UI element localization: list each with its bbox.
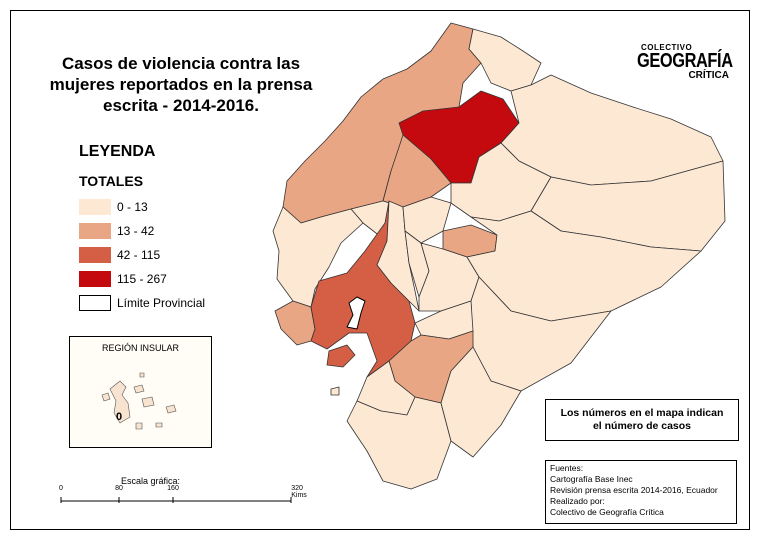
- legend-title: LEYENDA: [79, 143, 156, 160]
- title-line-2: mujeres reportados en la prensa: [49, 75, 313, 94]
- logo-line-3: CRÍTICA: [688, 70, 729, 81]
- province-carchi[interactable]: [468, 28, 542, 92]
- logo-line-2: GEOGRAFÍA: [637, 50, 733, 72]
- island-santiago: [133, 384, 145, 394]
- island-isabela: [109, 380, 131, 424]
- island-san-cristobal: [165, 404, 177, 414]
- island-marchena: [139, 372, 145, 378]
- map-note: Los números en el mapa indican el número…: [545, 399, 739, 441]
- province-zamora-chinchipe[interactable]: [440, 346, 522, 458]
- scale-tick-label: 320 Kims: [291, 485, 307, 499]
- map-title: Casos de violencia contra las mujeres re…: [47, 53, 315, 116]
- guayas-estuary: [346, 296, 366, 330]
- sources-line: Cartografía Base Inec: [550, 474, 633, 484]
- map-frame: Casos de violencia contra las mujeres re…: [10, 10, 750, 530]
- legend-item: 0 - 13: [79, 195, 205, 219]
- scale-line: [60, 497, 292, 503]
- legend-subtitle: TOTALES: [79, 173, 144, 189]
- insular-value: 0: [116, 411, 123, 423]
- legend-label: 42 - 115: [117, 248, 161, 262]
- ecuador-map: [272, 22, 726, 490]
- insular-region-inset: REGIÓN INSULAR 0: [69, 336, 212, 448]
- legend-item: 13 - 42: [79, 219, 205, 243]
- legend-swatch: [79, 271, 111, 287]
- island-espanola: [155, 422, 163, 428]
- title-line-1: Casos de violencia contra las: [61, 54, 301, 73]
- logo-line-1: COLECTIVO: [641, 43, 693, 52]
- island-santa-cruz: [141, 396, 155, 408]
- island-fernandina: [101, 392, 111, 402]
- legend-label: 13 - 42: [117, 224, 155, 238]
- scale-tick-label: 80: [115, 485, 123, 492]
- scale-tick-label: 160: [167, 485, 179, 492]
- insular-label: REGIÓN INSULAR: [101, 343, 179, 353]
- legend-swatch: [79, 223, 111, 239]
- sources-box: Fuentes: Cartografía Base Inec Revisión …: [545, 460, 737, 524]
- province-santa-elena[interactable]: [274, 300, 316, 346]
- legend-item: 42 - 115: [79, 243, 205, 267]
- scale-tick-label: 0: [59, 485, 63, 492]
- province-loja[interactable]: [346, 396, 452, 490]
- note-line-1: Los números en el mapa indican: [560, 407, 724, 419]
- legend: 0 - 13 13 - 42 42 - 115 115 - 267 Límite…: [79, 195, 205, 315]
- logo: COLECTIVO GEOGRAFÍA CRÍTICA: [637, 43, 747, 81]
- sources-line: Realizado por:: [550, 496, 605, 506]
- legend-swatch: [79, 247, 111, 263]
- legend-swatch-boundary: [79, 295, 111, 311]
- note-line-2: el número de casos: [592, 420, 692, 432]
- island-floreana: [135, 422, 143, 430]
- sources-line: Revisión prensa escrita 2014-2016, Ecuad…: [550, 485, 718, 495]
- legend-item: 115 - 267: [79, 267, 205, 291]
- title-line-3: escrita - 2014-2016.: [103, 96, 259, 115]
- province-manabi[interactable]: [272, 206, 364, 308]
- legend-label: 0 - 13: [117, 200, 148, 214]
- legend-swatch: [79, 199, 111, 215]
- sources-line: Fuentes:: [550, 463, 584, 473]
- small-island: [330, 386, 340, 396]
- legend-item-boundary: Límite Provincial: [79, 291, 205, 315]
- legend-label: 115 - 267: [117, 272, 167, 286]
- province-pastaza[interactable]: [466, 210, 702, 322]
- island-puna[interactable]: [326, 344, 356, 368]
- galapagos-map: [101, 372, 177, 430]
- legend-label: Límite Provincial: [117, 296, 206, 310]
- sources-line: Colectivo de Geografía Crítica: [550, 507, 664, 517]
- scale-title: Escala gráfica:: [121, 476, 181, 486]
